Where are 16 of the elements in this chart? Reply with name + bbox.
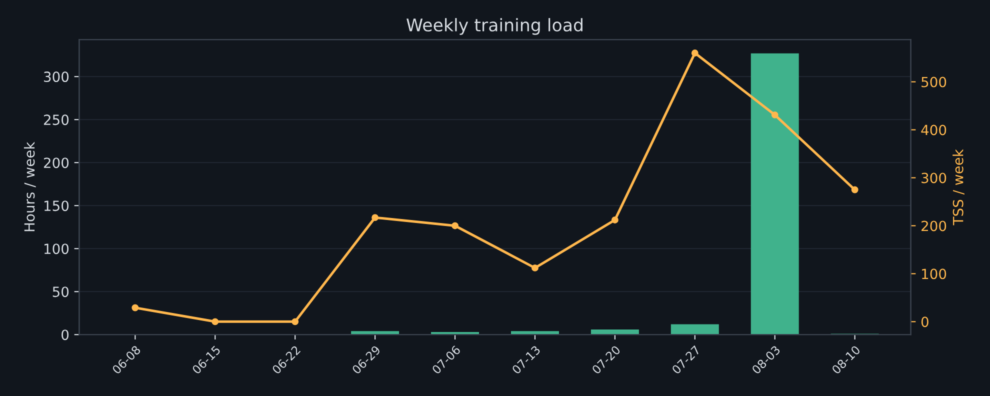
y2-axis-title: TSS / week — [952, 149, 964, 226]
y-tick-label: 100 — [44, 244, 69, 254]
y2-tick-label: 300 — [922, 172, 946, 184]
y-tick-label: 200 — [44, 158, 69, 168]
y-axis-title: Hours / week — [24, 142, 36, 232]
y-tick-label: 50 — [52, 286, 69, 298]
y-tick-label: 0 — [62, 330, 69, 340]
y2-tick-label: 200 — [922, 220, 946, 232]
y-tick-label: 300 — [44, 72, 69, 82]
y-tick-label: 150 — [44, 200, 69, 212]
y2-tick-label: 100 — [922, 268, 946, 280]
y2-tick-label: 400 — [921, 124, 946, 136]
chart-title: Weekly training load — [406, 18, 582, 35]
y-tick-label: 250 — [44, 114, 69, 126]
y2-tick-label: 0 — [921, 316, 928, 328]
y2-tick-label: 500 — [922, 76, 946, 88]
